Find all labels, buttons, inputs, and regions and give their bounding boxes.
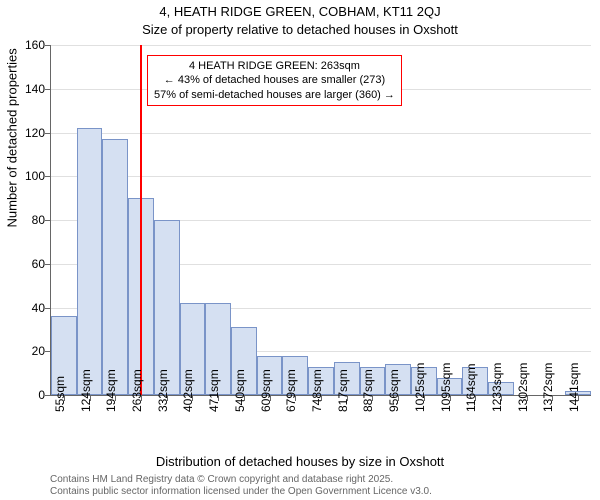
gridline [51,45,591,46]
y-axis-title: Number of detached properties [5,48,20,227]
y-tick-label: 100 [25,169,45,183]
attribution-line1: Contains HM Land Registry data © Crown c… [50,474,393,485]
y-tick-label: 80 [32,213,45,227]
y-tick [45,308,51,309]
annotation-box: 4 HEATH RIDGE GREEN: 263sqm← 43% of deta… [147,55,402,106]
gridline [51,133,591,134]
y-tick-label: 60 [32,257,45,271]
y-tick-label: 0 [38,388,45,402]
y-tick-label: 40 [32,301,45,315]
y-tick [45,89,51,90]
chart-container: 4, HEATH RIDGE GREEN, COBHAM, KT11 2QJ S… [0,0,600,500]
y-tick [45,395,51,396]
annotation-line2: ← 43% of detached houses are smaller (27… [154,73,395,87]
y-tick-label: 20 [32,344,45,358]
bar [77,128,103,395]
y-tick [45,45,51,46]
annotation-line3: 57% of semi-detached houses are larger (… [154,88,395,102]
y-tick-label: 120 [25,126,45,140]
y-tick [45,133,51,134]
chart-title: 4, HEATH RIDGE GREEN, COBHAM, KT11 2QJ [0,4,600,19]
y-tick-label: 160 [25,38,45,52]
y-tick-label: 140 [25,82,45,96]
highlight-line [140,45,142,395]
y-tick [45,220,51,221]
y-tick [45,176,51,177]
chart-subtitle: Size of property relative to detached ho… [0,22,600,37]
annotation-line1: 4 HEATH RIDGE GREEN: 263sqm [154,59,395,73]
plot-area: 4 HEATH RIDGE GREEN: 263sqm← 43% of deta… [50,45,591,396]
gridline [51,176,591,177]
y-tick [45,264,51,265]
attribution-line2: Contains public sector information licen… [50,486,432,497]
bar [102,139,128,395]
x-axis-title: Distribution of detached houses by size … [0,454,600,469]
